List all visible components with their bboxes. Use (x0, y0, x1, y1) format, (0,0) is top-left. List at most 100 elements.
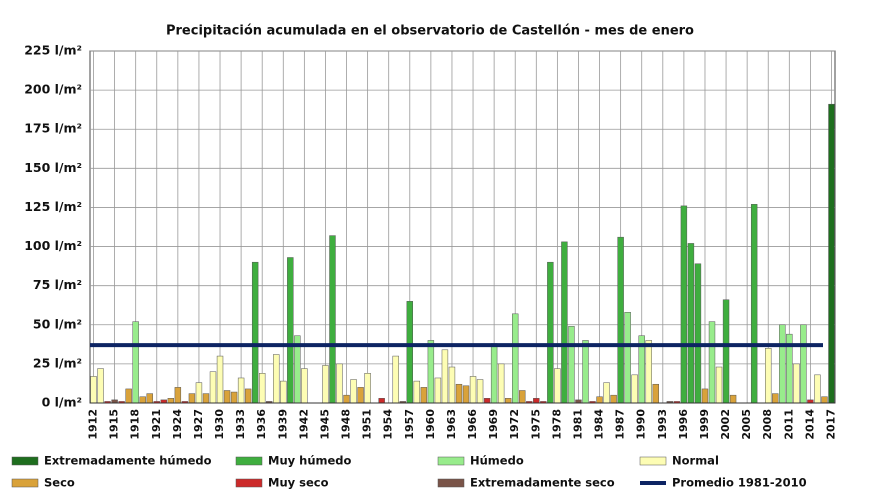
bar (230, 391, 238, 404)
y-tick-label: 225 l/m² (24, 43, 82, 58)
bar (413, 380, 421, 404)
y-tick-label: 175 l/m² (24, 121, 82, 136)
bar (561, 241, 568, 404)
legend-swatch (437, 456, 465, 466)
bar (694, 263, 702, 404)
bar (195, 382, 203, 404)
x-tick-label: 1993 (656, 409, 669, 440)
x-tick-label: 1933 (234, 409, 247, 440)
legend-label: Húmedo (470, 454, 524, 468)
x-tick-label: 1981 (571, 409, 584, 440)
bar (336, 363, 343, 404)
bar (343, 394, 350, 404)
bar (701, 388, 709, 404)
x-tick-label: 1936 (255, 409, 268, 440)
bar (765, 347, 772, 404)
x-tick-label: 1960 (424, 409, 437, 440)
y-tick-label: 150 l/m² (24, 160, 82, 175)
x-tick-label: 1924 (171, 409, 184, 440)
y-tick-label: 0 l/m² (42, 395, 82, 410)
x-tick-label: 1948 (340, 409, 353, 440)
bar (329, 235, 336, 404)
x-tick-label: 2011 (782, 409, 795, 440)
bar (476, 379, 484, 404)
x-tick-label: 1927 (192, 409, 205, 440)
bar (322, 365, 329, 404)
bar (512, 313, 519, 404)
bar (708, 321, 716, 404)
x-tick-label: 1963 (445, 409, 458, 440)
x-tick-label: 1975 (529, 409, 542, 440)
bar (223, 390, 231, 404)
x-tick-label: 1978 (550, 409, 563, 440)
bar (547, 261, 554, 404)
bar (554, 368, 561, 404)
bar (462, 385, 470, 404)
bar (722, 299, 730, 404)
x-tick-label: 1957 (403, 409, 416, 440)
bar (568, 326, 575, 404)
x-tick-label: 1930 (213, 409, 226, 440)
bar (828, 103, 835, 404)
x-tick-label: 1942 (297, 409, 310, 440)
x-tick-label: 1999 (698, 409, 711, 440)
bar (483, 398, 491, 404)
bar (652, 383, 659, 404)
bar (258, 373, 266, 404)
bar (364, 373, 371, 404)
bar (237, 377, 245, 404)
x-tick-label: 1996 (677, 409, 690, 440)
legend-swatch (437, 478, 465, 488)
legend-swatch (235, 456, 263, 466)
bar (490, 343, 498, 404)
bar (139, 396, 146, 404)
y-tick-label: 75 l/m² (33, 277, 82, 292)
bar (582, 340, 589, 404)
bar (645, 340, 652, 404)
bar (687, 243, 695, 404)
bar (793, 363, 800, 404)
bar (251, 261, 259, 404)
y-tick-label: 200 l/m² (24, 82, 82, 97)
bar (750, 204, 758, 404)
bar (448, 366, 456, 404)
bar (90, 376, 97, 404)
x-tick-label: 1954 (382, 409, 395, 440)
bar (167, 398, 175, 404)
bar (406, 301, 413, 404)
bar (427, 340, 435, 404)
bar (603, 382, 610, 404)
legend-label: Promedio 1981-2010 (672, 476, 807, 490)
x-tick-label: 2017 (824, 409, 837, 440)
bar (244, 388, 252, 404)
x-tick-label: 1984 (593, 409, 606, 440)
x-tick-label: 1990 (635, 409, 648, 440)
x-tick-label: 1921 (150, 409, 163, 440)
x-tick-label: 1945 (318, 409, 331, 440)
bar (174, 387, 182, 404)
bar (624, 312, 631, 404)
x-tick-label: 2002 (719, 409, 732, 440)
legend-swatch (235, 478, 263, 488)
bar (209, 371, 217, 404)
x-tick-label: 1951 (361, 409, 374, 440)
bar (273, 354, 280, 404)
bar (715, 366, 723, 404)
legend-swatch (11, 456, 39, 466)
bar (202, 393, 210, 404)
y-tick-label: 100 l/m² (24, 238, 82, 253)
bar (729, 394, 737, 404)
bar (287, 257, 294, 404)
x-tick-label: 1915 (108, 409, 121, 440)
legend-label: Muy seco (268, 476, 329, 490)
legend-label: Muy húmedo (268, 454, 352, 468)
bar (216, 355, 224, 404)
bar (357, 387, 364, 404)
legend-swatch (11, 478, 39, 488)
bar (504, 398, 512, 404)
bar (617, 236, 624, 404)
legend-swatch (639, 456, 667, 466)
bar (350, 379, 357, 404)
bar (469, 376, 477, 404)
